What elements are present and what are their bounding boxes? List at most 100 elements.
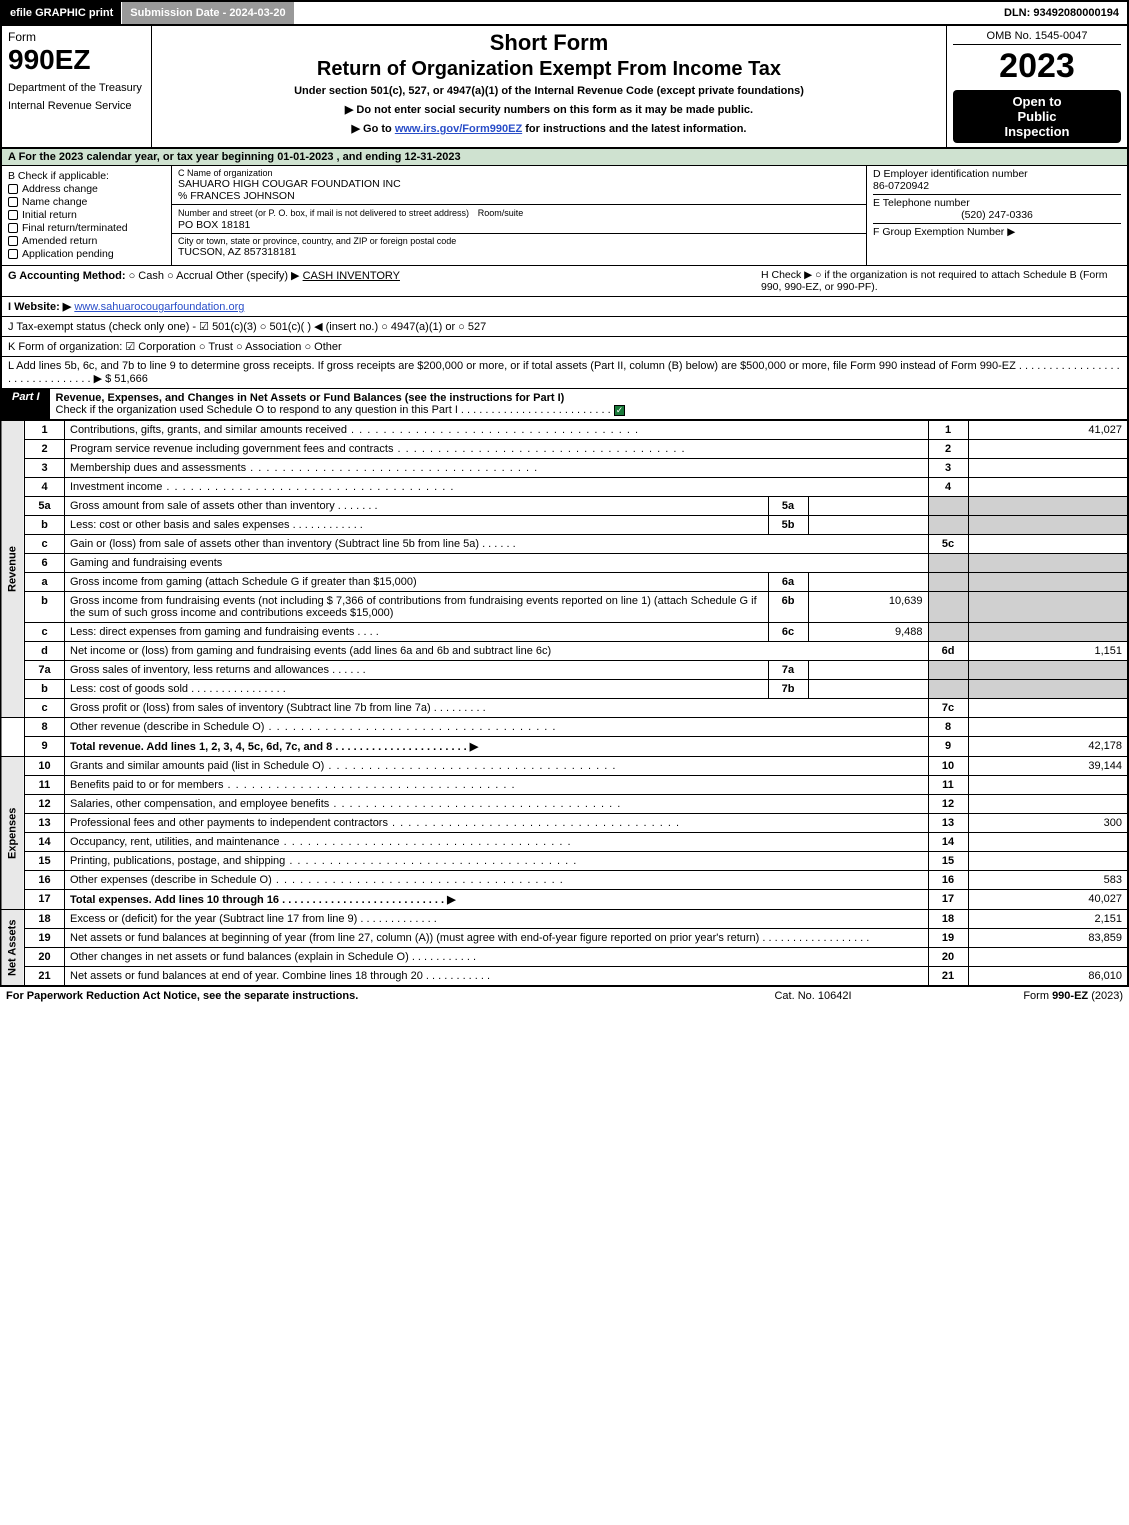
group-exemption-label: F Group Exemption Number ▶ bbox=[873, 226, 1015, 238]
dept-line1: Department of the Treasury bbox=[8, 82, 145, 94]
line-2: 2Program service revenue including gover… bbox=[1, 440, 1128, 459]
part1-header: Part I Revenue, Expenses, and Changes in… bbox=[0, 389, 1129, 420]
open-line2: Public bbox=[957, 109, 1117, 124]
line-15: 15Printing, publications, postage, and s… bbox=[1, 852, 1128, 871]
line-7c: cGross profit or (loss) from sales of in… bbox=[1, 699, 1128, 718]
row-j: J Tax-exempt status (check only one) - ☑… bbox=[0, 317, 1129, 337]
chk-address-change[interactable]: Address change bbox=[8, 183, 165, 195]
row-g: G Accounting Method: ○ Cash ○ Accrual Ot… bbox=[8, 269, 761, 293]
line-20: 20Other changes in net assets or fund ba… bbox=[1, 948, 1128, 967]
row-l: L Add lines 5b, 6c, and 7b to line 9 to … bbox=[0, 357, 1129, 389]
chk-amended-return[interactable]: Amended return bbox=[8, 235, 165, 247]
sidebar-net-assets: Net Assets bbox=[1, 910, 25, 986]
chk-final-return[interactable]: Final return/terminated bbox=[8, 222, 165, 234]
phone-label: E Telephone number bbox=[873, 197, 1121, 209]
form-title-2: Return of Organization Exempt From Incom… bbox=[160, 58, 938, 81]
website-link[interactable]: www.sahuarocougarfoundation.org bbox=[74, 301, 244, 313]
section-b: B Check if applicable: Address change Na… bbox=[2, 166, 172, 265]
line-5b: bLess: cost or other basis and sales exp… bbox=[1, 516, 1128, 535]
line-10: Expenses 10Grants and similar amounts pa… bbox=[1, 757, 1128, 776]
part1-title: Revenue, Expenses, and Changes in Net As… bbox=[56, 392, 1121, 404]
line-19: 19Net assets or fund balances at beginni… bbox=[1, 929, 1128, 948]
section-def: D Employer identification number 86-0720… bbox=[867, 166, 1127, 265]
chk-application-pending[interactable]: Application pending bbox=[8, 248, 165, 260]
header-center: Short Form Return of Organization Exempt… bbox=[152, 26, 947, 147]
g-label: G Accounting Method: bbox=[8, 270, 126, 282]
g-opts: ○ Cash ○ Accrual Other (specify) ▶ bbox=[129, 270, 300, 282]
row-a-tax-year: A For the 2023 calendar year, or tax yea… bbox=[0, 149, 1129, 166]
website-label: I Website: ▶ bbox=[8, 301, 71, 313]
dept-line2: Internal Revenue Service bbox=[8, 100, 145, 112]
part1-bar: Part I bbox=[2, 389, 50, 419]
footer-right: Form 990-EZ (2023) bbox=[923, 990, 1123, 1002]
city-value: TUCSON, AZ 857318181 bbox=[178, 246, 860, 258]
open-line1: Open to bbox=[957, 94, 1117, 109]
chk-name-change[interactable]: Name change bbox=[8, 196, 165, 208]
form-subtitle: Under section 501(c), 527, or 4947(a)(1)… bbox=[160, 85, 938, 97]
top-bar: efile GRAPHIC print Submission Date - 20… bbox=[0, 0, 1129, 26]
row-l-amount: 51,666 bbox=[114, 373, 148, 385]
line-11: 11Benefits paid to or for members11 bbox=[1, 776, 1128, 795]
line-7a: 7aGross sales of inventory, less returns… bbox=[1, 661, 1128, 680]
line-13: 13Professional fees and other payments t… bbox=[1, 814, 1128, 833]
efile-print-button[interactable]: efile GRAPHIC print bbox=[2, 2, 122, 24]
row-l-text: L Add lines 5b, 6c, and 7b to line 9 to … bbox=[8, 360, 1120, 385]
row-gh: G Accounting Method: ○ Cash ○ Accrual Ot… bbox=[0, 266, 1129, 297]
org-name-row: C Name of organization SAHUARO HIGH COUG… bbox=[172, 166, 866, 205]
omb-number: OMB No. 1545-0047 bbox=[953, 30, 1121, 45]
line-4: 4Investment income 4 bbox=[1, 478, 1128, 497]
line-21: 21Net assets or fund balances at end of … bbox=[1, 967, 1128, 986]
instruction-1: ▶ Do not enter social security numbers o… bbox=[160, 103, 938, 116]
section-bcd: B Check if applicable: Address change Na… bbox=[0, 166, 1129, 266]
ein-label: D Employer identification number bbox=[873, 168, 1121, 180]
city-row: City or town, state or province, country… bbox=[172, 234, 866, 260]
form-word: Form bbox=[8, 30, 145, 44]
line-6d: dNet income or (loss) from gaming and fu… bbox=[1, 642, 1128, 661]
ein-value: 86-0720942 bbox=[873, 180, 1121, 192]
open-line3: Inspection bbox=[957, 124, 1117, 139]
room-label: Room/suite bbox=[478, 208, 524, 218]
header-right: OMB No. 1545-0047 2023 Open to Public In… bbox=[947, 26, 1127, 147]
instr2-post: for instructions and the latest informat… bbox=[522, 123, 746, 135]
topbar-spacer bbox=[295, 2, 996, 24]
tax-year: 2023 bbox=[953, 47, 1121, 86]
addr-value: PO BOX 18181 bbox=[178, 219, 860, 231]
part1-checkbox[interactable] bbox=[614, 405, 625, 416]
line-6b: bGross income from fundraising events (n… bbox=[1, 592, 1128, 623]
footer-center: Cat. No. 10642I bbox=[703, 990, 923, 1002]
line-3: 3Membership dues and assessments 3 bbox=[1, 459, 1128, 478]
line-9: 9Total revenue. Add lines 1, 2, 3, 4, 5c… bbox=[1, 737, 1128, 757]
row-h: H Check ▶ ○ if the organization is not r… bbox=[761, 269, 1121, 293]
sidebar-expenses: Expenses bbox=[1, 757, 25, 910]
city-label: City or town, state or province, country… bbox=[178, 236, 860, 246]
phone-value: (520) 247-0336 bbox=[873, 209, 1121, 221]
open-inspection-box: Open to Public Inspection bbox=[953, 90, 1121, 143]
instr2-pre: ▶ Go to bbox=[352, 123, 395, 135]
line-7b: bLess: cost of goods sold . . . . . . . … bbox=[1, 680, 1128, 699]
row-k: K Form of organization: ☑ Corporation ○ … bbox=[0, 337, 1129, 357]
line-14: 14Occupancy, rent, utilities, and mainte… bbox=[1, 833, 1128, 852]
section-c: C Name of organization SAHUARO HIGH COUG… bbox=[172, 166, 867, 265]
line-18: Net Assets 18Excess or (deficit) for the… bbox=[1, 910, 1128, 929]
irs-link[interactable]: www.irs.gov/Form990EZ bbox=[395, 123, 522, 135]
submission-date-label: Submission Date - 2024-03-20 bbox=[122, 2, 294, 24]
header-left: Form 990EZ Department of the Treasury In… bbox=[2, 26, 152, 147]
sidebar-revenue: Revenue bbox=[1, 421, 25, 718]
line-6a: aGross income from gaming (attach Schedu… bbox=[1, 573, 1128, 592]
addr-label: Number and street (or P. O. box, if mail… bbox=[178, 208, 469, 218]
footer-left: For Paperwork Reduction Act Notice, see … bbox=[6, 990, 703, 1002]
line-5a: 5aGross amount from sale of assets other… bbox=[1, 497, 1128, 516]
chk-initial-return[interactable]: Initial return bbox=[8, 209, 165, 221]
form-title-1: Short Form bbox=[160, 30, 938, 56]
lines-table: Revenue 1 Contributions, gifts, grants, … bbox=[0, 420, 1129, 986]
line-17: 17Total expenses. Add lines 10 through 1… bbox=[1, 890, 1128, 910]
address-row: Number and street (or P. O. box, if mail… bbox=[172, 205, 866, 234]
line-1: Revenue 1 Contributions, gifts, grants, … bbox=[1, 421, 1128, 440]
section-b-title: B Check if applicable: bbox=[8, 170, 165, 182]
dln-label: DLN: 93492080000194 bbox=[996, 2, 1127, 24]
org-name-label: C Name of organization bbox=[178, 168, 860, 178]
part1-check-text: Check if the organization used Schedule … bbox=[56, 404, 1121, 416]
line-5c: cGain or (loss) from sale of assets othe… bbox=[1, 535, 1128, 554]
instruction-2: ▶ Go to www.irs.gov/Form990EZ for instru… bbox=[160, 122, 938, 135]
form-header: Form 990EZ Department of the Treasury In… bbox=[0, 26, 1129, 149]
